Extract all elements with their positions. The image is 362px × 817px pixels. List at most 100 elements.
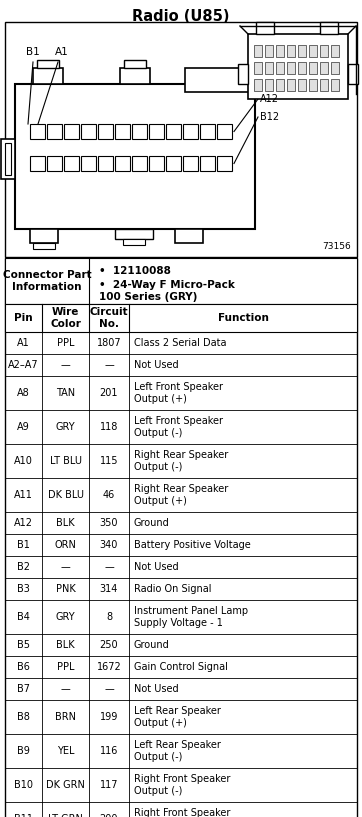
Text: A2–A7: A2–A7	[8, 360, 39, 370]
Text: •  12110088: • 12110088	[99, 266, 171, 276]
Bar	[287, 79, 295, 91]
Text: 118: 118	[100, 422, 118, 432]
Text: B4: B4	[17, 612, 30, 622]
Bar	[287, 62, 295, 74]
Text: 73156: 73156	[322, 242, 351, 251]
Text: LT BLU: LT BLU	[50, 456, 81, 466]
Text: BLK: BLK	[56, 640, 75, 650]
Bar	[30, 156, 45, 171]
Bar	[175, 229, 203, 243]
Bar	[185, 68, 255, 92]
Bar	[81, 124, 96, 139]
Bar	[149, 124, 164, 139]
Text: 116: 116	[100, 746, 118, 756]
Text: B5: B5	[17, 640, 30, 650]
Text: Radio On Signal: Radio On Signal	[134, 584, 211, 594]
Bar	[183, 124, 198, 139]
Bar	[5, 258, 357, 304]
Text: Left Front Speaker
Output (+): Left Front Speaker Output (+)	[134, 382, 223, 404]
Bar	[217, 156, 232, 171]
Text: Right Rear Speaker
Output (+): Right Rear Speaker Output (+)	[134, 484, 228, 506]
Text: 1672: 1672	[97, 662, 121, 672]
Text: Left Rear Speaker
Output (+): Left Rear Speaker Output (+)	[134, 706, 221, 728]
Text: A12: A12	[14, 518, 33, 528]
Bar	[98, 124, 113, 139]
Text: Wire
Color: Wire Color	[50, 307, 81, 328]
Bar	[33, 68, 63, 84]
Bar	[5, 304, 357, 332]
Bar	[298, 45, 306, 57]
Text: B11: B11	[14, 814, 33, 817]
Bar	[123, 239, 145, 245]
Bar	[33, 243, 55, 249]
Text: 350: 350	[100, 518, 118, 528]
Text: 115: 115	[100, 456, 118, 466]
Text: PPL: PPL	[57, 338, 74, 348]
Text: —: —	[60, 562, 70, 572]
Text: ORN: ORN	[55, 540, 76, 550]
Bar	[166, 124, 181, 139]
Text: A1: A1	[55, 47, 69, 57]
Text: Left Rear Speaker
Output (-): Left Rear Speaker Output (-)	[134, 740, 221, 761]
Bar	[298, 79, 306, 91]
Bar	[200, 156, 215, 171]
Bar	[15, 84, 255, 229]
Text: GRY: GRY	[56, 612, 75, 622]
Text: Class 2 Serial Data: Class 2 Serial Data	[134, 338, 227, 348]
Bar	[254, 79, 262, 91]
Bar	[115, 229, 153, 239]
Text: B10: B10	[14, 780, 33, 790]
Text: —: —	[104, 562, 114, 572]
Bar	[331, 62, 339, 74]
Bar	[64, 156, 79, 171]
Bar	[298, 62, 306, 74]
Bar	[265, 45, 273, 57]
Bar	[254, 62, 262, 74]
Text: PNK: PNK	[56, 584, 75, 594]
Bar	[254, 45, 262, 57]
Bar	[287, 45, 295, 57]
Bar	[166, 156, 181, 171]
Bar	[348, 64, 358, 84]
Text: B2: B2	[17, 562, 30, 572]
Bar	[64, 124, 79, 139]
Bar	[124, 60, 146, 68]
Text: 314: 314	[100, 584, 118, 594]
Text: —: —	[104, 360, 114, 370]
Text: A12: A12	[260, 94, 279, 104]
Text: Function: Function	[218, 313, 269, 323]
Text: TAN: TAN	[56, 388, 75, 398]
Bar	[30, 124, 45, 139]
Text: B6: B6	[17, 662, 30, 672]
Text: A9: A9	[17, 422, 30, 432]
Text: A11: A11	[14, 490, 33, 500]
Bar	[276, 45, 284, 57]
Bar	[47, 124, 62, 139]
Bar	[265, 79, 273, 91]
Text: B7: B7	[17, 684, 30, 694]
Text: Left Front Speaker
Output (-): Left Front Speaker Output (-)	[134, 416, 223, 438]
Bar	[248, 34, 348, 99]
Bar	[256, 22, 274, 34]
Text: 200: 200	[100, 814, 118, 817]
Text: Circuit
No.: Circuit No.	[90, 307, 128, 328]
Bar	[115, 124, 130, 139]
Text: BRN: BRN	[55, 712, 76, 722]
Text: A1: A1	[17, 338, 30, 348]
Bar	[276, 79, 284, 91]
Text: LT GRN: LT GRN	[48, 814, 83, 817]
Text: A8: A8	[17, 388, 30, 398]
Bar	[132, 156, 147, 171]
Text: —: —	[60, 684, 70, 694]
Bar	[265, 62, 273, 74]
Text: Right Front Speaker
Output (-): Right Front Speaker Output (-)	[134, 775, 230, 796]
Text: B12: B12	[260, 112, 279, 122]
Text: 201: 201	[100, 388, 118, 398]
Bar	[115, 156, 130, 171]
Text: Gain Control Signal: Gain Control Signal	[134, 662, 228, 672]
Text: B1: B1	[17, 540, 30, 550]
Text: PPL: PPL	[57, 662, 74, 672]
Bar	[47, 156, 62, 171]
Text: DK GRN: DK GRN	[46, 780, 85, 790]
Text: BLK: BLK	[56, 518, 75, 528]
